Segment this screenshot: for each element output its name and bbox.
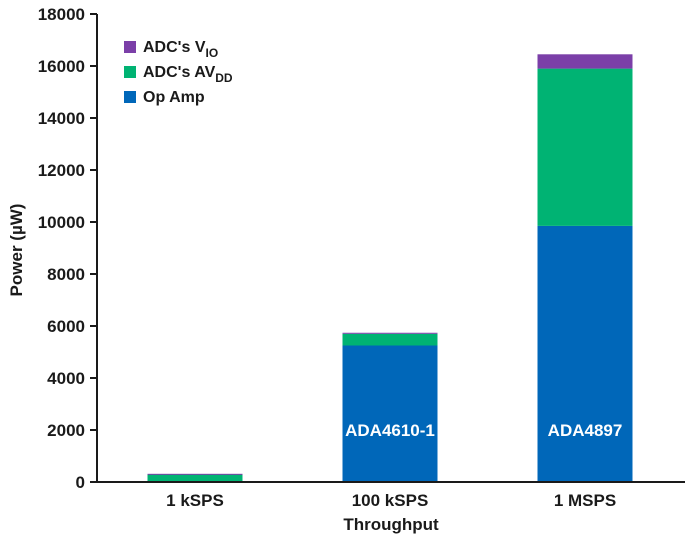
- legend-label: Op Amp: [143, 89, 205, 106]
- y-tick-label: 12000: [38, 161, 85, 180]
- legend-label: ADC's AVDD: [143, 64, 233, 85]
- legend: ADC's VIO ADC's AVDD Op Amp: [124, 39, 233, 106]
- y-tick-label: 2000: [47, 421, 85, 440]
- x-tick-label: 1 kSPS: [166, 491, 224, 510]
- legend-swatch: [124, 66, 136, 78]
- y-axis-ticks: 0 2000 4000 6000 8000 10000 12000 14000 16000 180…: [38, 5, 97, 492]
- bar-segment: [147, 473, 243, 475]
- x-axis-ticks: 1 kSPS 100 kSPS 1 MSPS: [166, 491, 616, 510]
- y-axis-title: Power (µW): [7, 204, 26, 297]
- y-tick-label: 0: [76, 473, 85, 492]
- y-tick-label: 18000: [38, 5, 85, 24]
- y-tick-label: 14000: [38, 109, 85, 128]
- bar-segment: [537, 54, 633, 69]
- x-tick-label: 100 kSPS: [352, 491, 429, 510]
- legend-swatch: [124, 91, 136, 103]
- y-tick-label: 16000: [38, 57, 85, 76]
- y-tick-label: 6000: [47, 317, 85, 336]
- y-tick-label: 10000: [38, 213, 85, 232]
- bar-segment: [537, 225, 633, 482]
- y-tick-label: 4000: [47, 369, 85, 388]
- bar-segment: [342, 345, 438, 482]
- legend-swatch: [124, 41, 136, 53]
- legend-label: ADC's VIO: [143, 39, 218, 60]
- bars: [147, 54, 633, 482]
- bar-segment: [342, 333, 438, 346]
- y-tick-label: 8000: [47, 265, 85, 284]
- bar-segment: [537, 68, 633, 226]
- bar-segment: [147, 474, 243, 482]
- bar-label: ADA4897: [548, 421, 623, 440]
- x-tick-label: 1 MSPS: [554, 491, 616, 510]
- bar-segment: [342, 332, 438, 334]
- x-axis-title: Throughput: [343, 515, 439, 534]
- bar-labels: ADA4610-1 ADA4897: [345, 421, 622, 440]
- bar-label: ADA4610-1: [345, 421, 435, 440]
